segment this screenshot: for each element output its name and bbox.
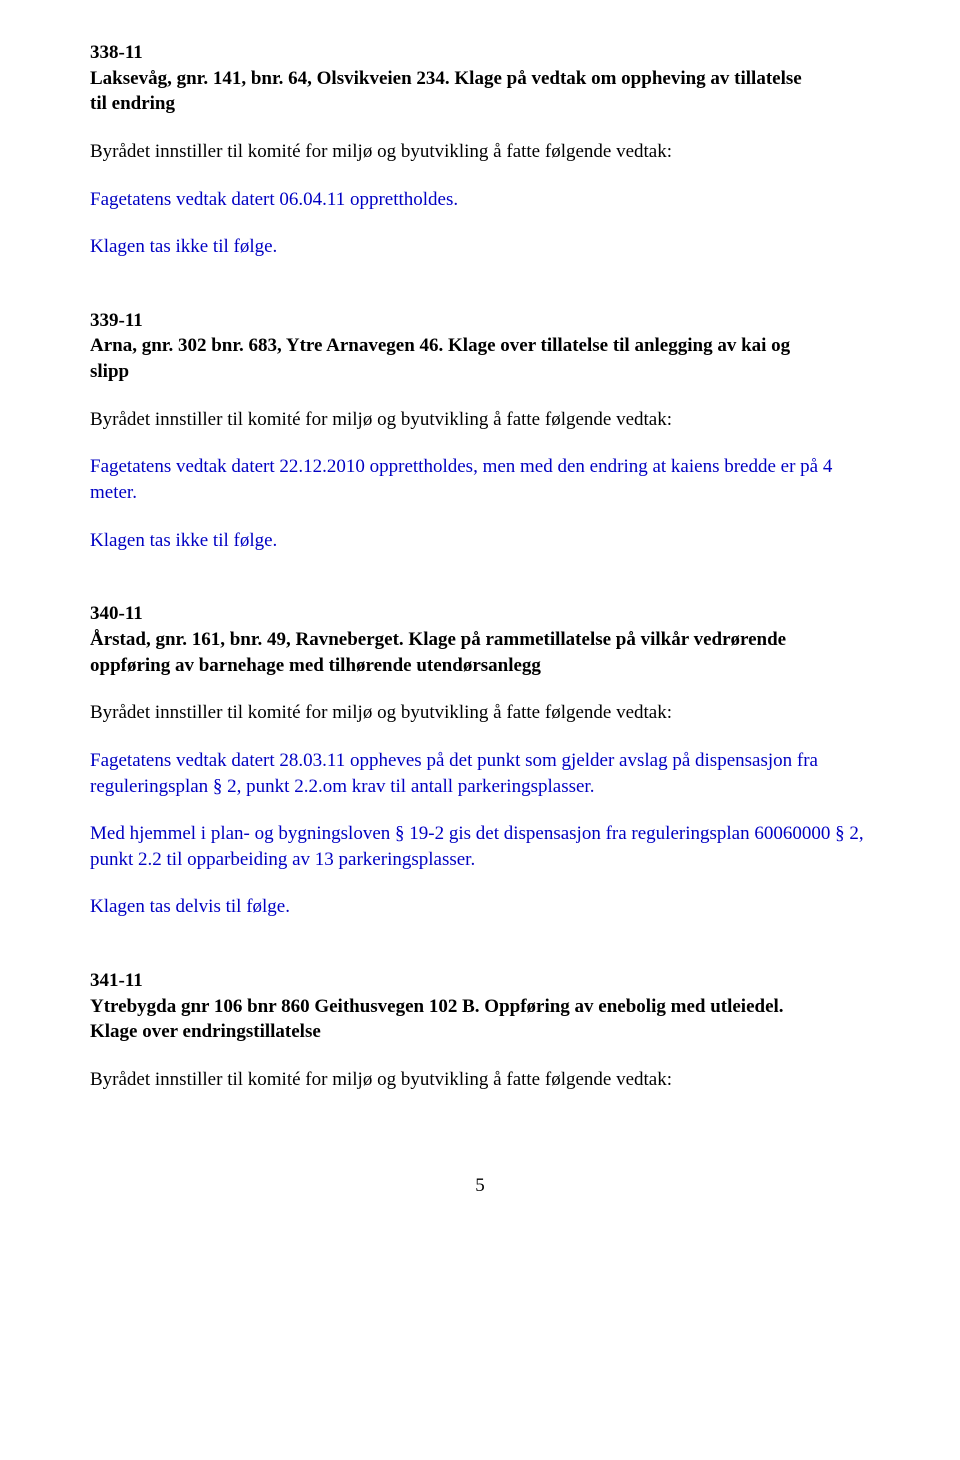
- case-title-line: Ytrebygda gnr 106 bnr 860 Geithusvegen 1…: [90, 994, 870, 1020]
- lead-text: Byrådet innstiller til komité for miljø …: [90, 139, 870, 165]
- case-number: 340-11: [90, 601, 870, 627]
- case-338: 338-11 Laksevåg, gnr. 141, bnr. 64, Olsv…: [90, 40, 870, 260]
- case-341-header: 341-11 Ytrebygda gnr 106 bnr 860 Geithus…: [90, 968, 870, 1045]
- case-338-header: 338-11 Laksevåg, gnr. 141, bnr. 64, Olsv…: [90, 40, 870, 117]
- case-title-line: til endring: [90, 91, 870, 117]
- case-title-line: oppføring av barnehage med tilhørende ut…: [90, 653, 870, 679]
- lead-text: Byrådet innstiller til komité for miljø …: [90, 700, 870, 726]
- decision-para: Klagen tas delvis til følge.: [90, 894, 870, 920]
- decision-para: Klagen tas ikke til følge.: [90, 234, 870, 260]
- case-number: 338-11: [90, 40, 870, 66]
- decision-para: Klagen tas ikke til følge.: [90, 528, 870, 554]
- decision-para: Fagetatens vedtak datert 28.03.11 opphev…: [90, 748, 870, 799]
- decision-para: Med hjemmel i plan- og bygningsloven § 1…: [90, 821, 870, 872]
- case-title-line: Klage over endringstillatelse: [90, 1019, 870, 1045]
- case-title-line: slipp: [90, 359, 870, 385]
- case-339-header: 339-11 Arna, gnr. 302 bnr. 683, Ytre Arn…: [90, 308, 870, 385]
- case-number: 339-11: [90, 308, 870, 334]
- decision-para: Fagetatens vedtak datert 22.12.2010 oppr…: [90, 454, 870, 505]
- case-title-line: Arna, gnr. 302 bnr. 683, Ytre Arnavegen …: [90, 333, 870, 359]
- lead-text: Byrådet innstiller til komité for miljø …: [90, 407, 870, 433]
- case-339: 339-11 Arna, gnr. 302 bnr. 683, Ytre Arn…: [90, 308, 870, 553]
- case-number: 341-11: [90, 968, 870, 994]
- case-title-line: Årstad, gnr. 161, bnr. 49, Ravneberget. …: [90, 627, 870, 653]
- case-340: 340-11 Årstad, gnr. 161, bnr. 49, Ravneb…: [90, 601, 870, 920]
- case-341: 341-11 Ytrebygda gnr 106 bnr 860 Geithus…: [90, 968, 870, 1093]
- page-number: 5: [90, 1173, 870, 1199]
- lead-text: Byrådet innstiller til komité for miljø …: [90, 1067, 870, 1093]
- decision-para: Fagetatens vedtak datert 06.04.11 oppret…: [90, 187, 870, 213]
- case-title-line: Laksevåg, gnr. 141, bnr. 64, Olsvikveien…: [90, 66, 870, 92]
- case-340-header: 340-11 Årstad, gnr. 161, bnr. 49, Ravneb…: [90, 601, 870, 678]
